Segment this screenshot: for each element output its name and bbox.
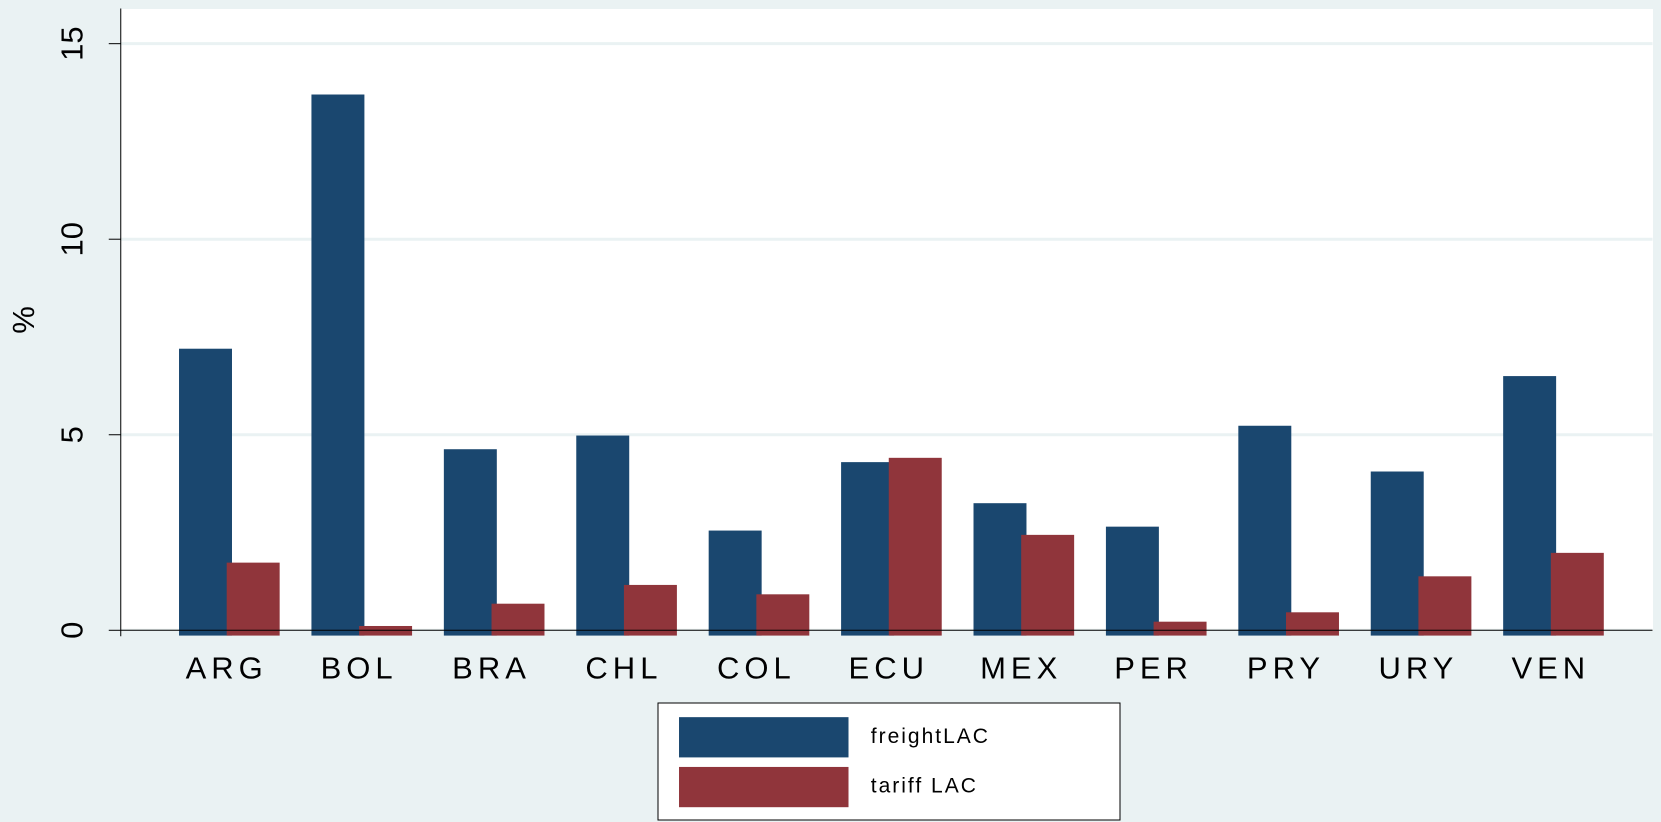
bar bbox=[1021, 534, 1075, 636]
x-tick-label: PER bbox=[1114, 651, 1193, 686]
bar bbox=[311, 94, 365, 636]
x-tick-label: ARG bbox=[186, 651, 268, 686]
bar bbox=[226, 562, 280, 636]
bar bbox=[1550, 552, 1604, 636]
legend-label: freightLAC bbox=[871, 725, 990, 748]
bar bbox=[1153, 621, 1207, 636]
bar bbox=[973, 503, 1027, 636]
bar bbox=[491, 603, 545, 636]
legend-label: tariff LAC bbox=[871, 775, 978, 798]
bar bbox=[841, 462, 895, 636]
x-tick-label: URY bbox=[1378, 651, 1458, 686]
x-tick-label: ECU bbox=[849, 651, 929, 686]
bar bbox=[1370, 471, 1424, 636]
x-tick-label: CHL bbox=[585, 651, 662, 686]
x-tick-label: BRA bbox=[452, 651, 531, 686]
bar bbox=[708, 530, 762, 636]
bar bbox=[623, 584, 677, 636]
y-tick-label: 5 bbox=[54, 426, 89, 443]
bar bbox=[1418, 576, 1472, 636]
y-axis-label: % bbox=[6, 306, 41, 334]
bar bbox=[443, 449, 497, 636]
bar bbox=[576, 435, 630, 636]
bar bbox=[756, 594, 810, 636]
bar bbox=[1503, 376, 1557, 636]
bar bbox=[1238, 425, 1292, 636]
y-tick-label: 15 bbox=[54, 26, 89, 60]
y-tick-label: 10 bbox=[54, 222, 89, 256]
bar bbox=[888, 457, 942, 636]
bar bbox=[1286, 612, 1339, 636]
legend-swatch bbox=[679, 766, 849, 808]
bar bbox=[1105, 526, 1159, 636]
x-tick-label: BOL bbox=[321, 651, 398, 686]
x-tick-label: MEX bbox=[980, 651, 1062, 686]
y-tick-label: 0 bbox=[54, 622, 89, 639]
bar bbox=[179, 348, 232, 636]
legend-swatch bbox=[679, 717, 849, 758]
x-tick-label: VEN bbox=[1511, 651, 1590, 686]
x-tick-label: PRY bbox=[1247, 651, 1325, 686]
x-tick-label: COL bbox=[717, 651, 796, 686]
